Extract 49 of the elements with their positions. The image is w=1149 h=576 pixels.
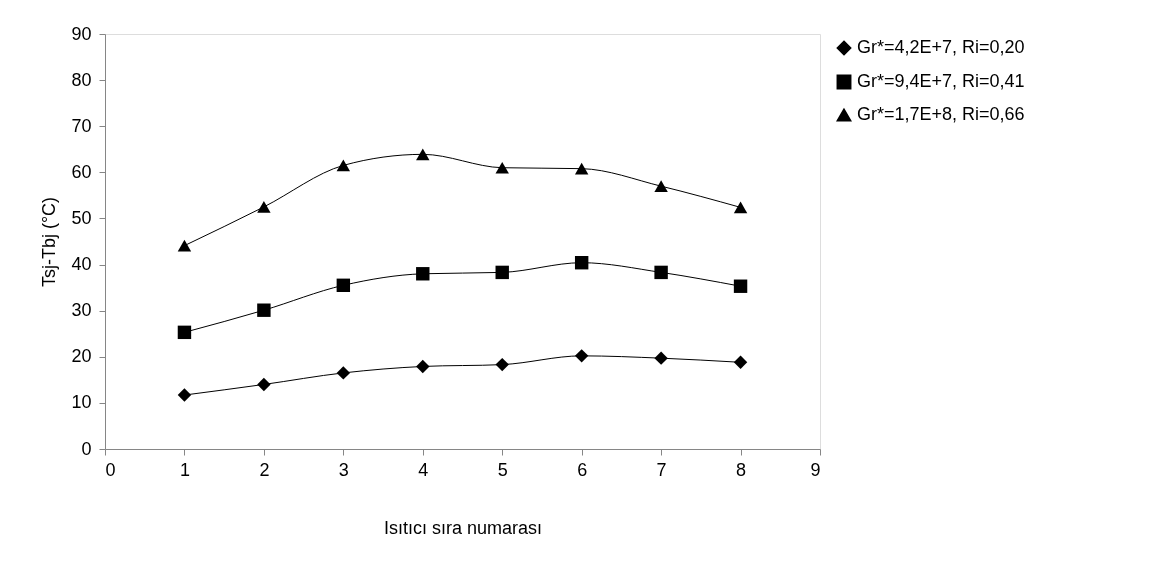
point xyxy=(574,162,589,175)
x-tick-label: 5 xyxy=(497,459,508,480)
point xyxy=(257,201,271,213)
point xyxy=(574,349,589,363)
point xyxy=(177,388,192,402)
y-tick-label: 30 xyxy=(71,300,92,321)
y-tick-label: 0 xyxy=(81,438,92,459)
point xyxy=(654,180,668,192)
point xyxy=(336,278,351,293)
point xyxy=(733,201,748,214)
x-tick-label: 6 xyxy=(577,459,588,480)
point xyxy=(336,159,351,172)
point xyxy=(416,148,430,161)
point xyxy=(177,239,192,252)
x-tick-label: 2 xyxy=(259,459,270,480)
x-tick-label: 3 xyxy=(338,459,349,480)
x-tick-label: 1 xyxy=(179,459,190,480)
y-tick-label: 70 xyxy=(71,115,92,136)
point xyxy=(416,359,430,374)
x-tick-label: 7 xyxy=(656,459,667,480)
legend-label: Gr*=4,2E+7, Ri=0,20 xyxy=(857,37,1025,57)
point xyxy=(416,267,430,281)
point xyxy=(177,325,192,340)
y-tick-label: 10 xyxy=(71,392,92,413)
y-tick-label: 80 xyxy=(71,69,92,90)
x-tick-label: 9 xyxy=(810,459,821,480)
point xyxy=(733,279,748,293)
y-tick-label: 50 xyxy=(71,207,92,228)
legend-label: Gr*=1,7E+8, Ri=0,66 xyxy=(857,104,1025,124)
point xyxy=(654,351,668,365)
point xyxy=(257,377,271,392)
point xyxy=(495,161,509,174)
point xyxy=(574,256,589,270)
point xyxy=(257,303,271,317)
x-axis-title: Isıtıcı sıra numarası xyxy=(383,517,543,538)
point xyxy=(336,366,351,380)
x-tick-label: 0 xyxy=(105,459,116,480)
y-axis-title: Tsj-Tbj (°C) xyxy=(39,196,60,288)
y-tick-label: 90 xyxy=(71,23,92,44)
legend-label: Gr*=9,4E+7, Ri=0,41 xyxy=(857,71,1025,91)
x-tick-label: 8 xyxy=(736,459,747,480)
point xyxy=(654,265,668,280)
point xyxy=(495,265,509,280)
point xyxy=(733,355,748,370)
y-tick-label: 40 xyxy=(71,254,92,275)
y-tick-label: 20 xyxy=(71,346,92,367)
point xyxy=(495,357,509,372)
x-tick-label: 4 xyxy=(418,459,429,480)
y-tick-label: 60 xyxy=(71,161,92,182)
